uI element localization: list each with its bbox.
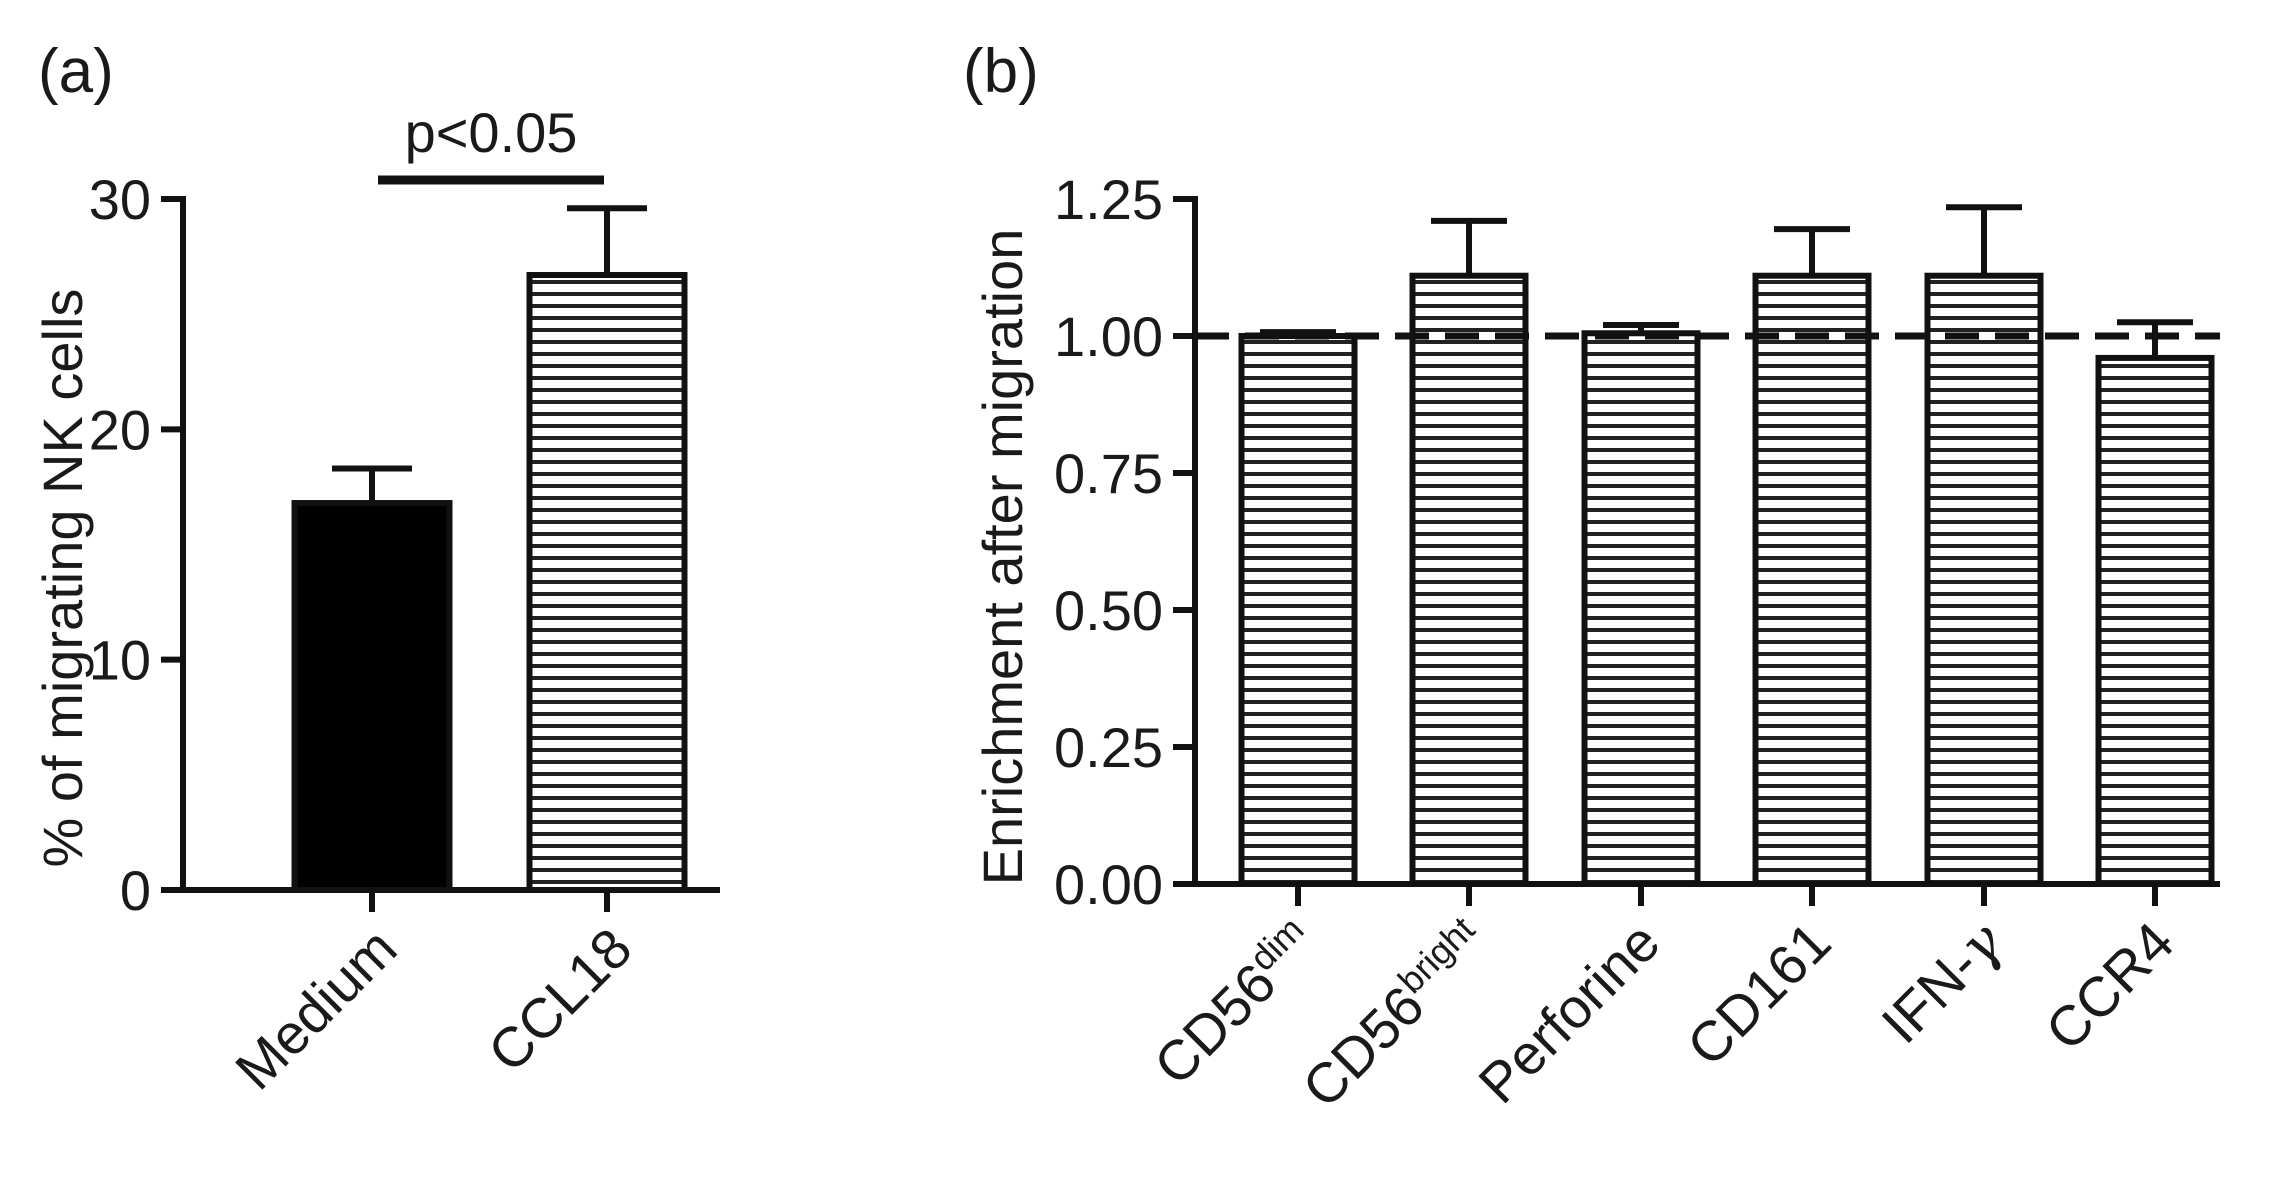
x-tick-label-ccr4: CCR4 <box>2033 910 2185 1062</box>
y-tick-label: 0.25 <box>1054 716 1163 779</box>
y-tick-label: 0.00 <box>1054 853 1163 916</box>
y-tick-label: 20 <box>89 398 151 461</box>
y-tick-label: 0.75 <box>1054 442 1163 505</box>
panel-a-bars <box>291 205 688 893</box>
significance-label: p<0.05 <box>405 101 578 164</box>
y-tick-label: 0.50 <box>1054 579 1163 642</box>
panel-a-label: (a) <box>38 37 114 106</box>
x-tick-label: CCL18 <box>476 916 644 1084</box>
y-tick-label: 1.25 <box>1054 168 1163 231</box>
y-tick-label: 0 <box>120 859 151 922</box>
panel-b: (b) Enrichment after migration 0.00 0.25 0… <box>963 37 2220 1119</box>
bar-perforine <box>1581 330 1701 887</box>
panel-b-label: (b) <box>963 37 1039 106</box>
x-tick-label-cd161: CD161 <box>1675 910 1843 1078</box>
bar-ifn-gamma <box>1924 272 2044 888</box>
y-tick-label: 30 <box>89 168 151 231</box>
bar-cd161 <box>1752 272 1872 888</box>
x-tick-label-ifn-gamma: IFN-γ <box>1869 910 2016 1057</box>
bar-cd56bright <box>1409 272 1529 888</box>
panel-a: (a) % of migrating NK cells 0 10 20 30 Mediu… <box>31 37 720 1101</box>
panel-a-y-axis-title: % of migrating NK cells <box>31 289 94 868</box>
bar-ccr4 <box>2095 354 2215 888</box>
y-tick-label: 10 <box>89 629 151 692</box>
bar-medium <box>291 500 453 893</box>
x-tick-label-perforine: Perforine <box>1466 910 1671 1115</box>
bar-cd56dim <box>1238 333 1358 887</box>
x-tick-label-cd56bright: CD56bright <box>1288 908 1499 1119</box>
panel-b-y-axis-title: Enrichment after migration <box>971 229 1034 886</box>
panel-a-significance: p<0.05 <box>378 101 604 185</box>
panel-b-bars <box>1238 204 2215 888</box>
bar-ccl18 <box>526 272 688 893</box>
x-tick-label: Medium <box>223 916 408 1101</box>
y-tick-label: 1.00 <box>1054 305 1163 368</box>
